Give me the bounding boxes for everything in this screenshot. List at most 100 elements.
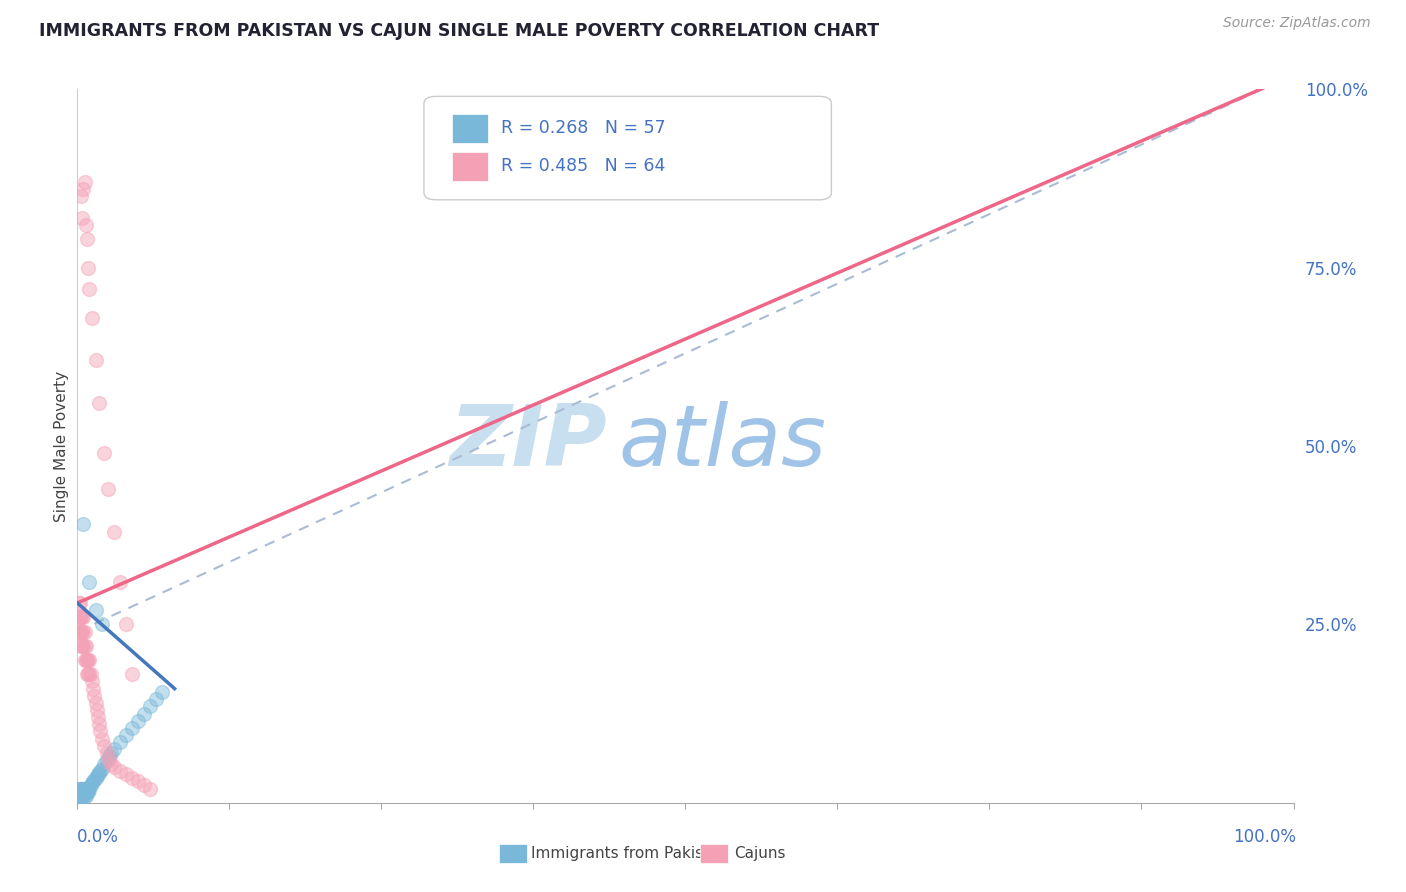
- Point: [73, 781, 96, 796]
- Point: [127, 714, 149, 728]
- Point: [80, 310, 103, 325]
- Point: [67, 785, 90, 799]
- Point: [72, 182, 94, 196]
- Point: [70, 189, 93, 203]
- Point: [80, 778, 103, 792]
- Point: [72, 781, 94, 796]
- Point: [108, 735, 131, 749]
- Point: [103, 524, 125, 539]
- Point: [70, 610, 93, 624]
- Point: [127, 774, 149, 789]
- Point: [89, 764, 111, 779]
- Point: [79, 780, 101, 794]
- Point: [134, 778, 156, 792]
- Text: Immigrants from Pakistan: Immigrants from Pakistan: [531, 847, 728, 861]
- Text: 100.0%: 100.0%: [1233, 828, 1296, 846]
- Point: [90, 617, 112, 632]
- Point: [139, 781, 162, 796]
- Point: [72, 785, 94, 799]
- Point: [72, 789, 94, 803]
- FancyBboxPatch shape: [425, 96, 831, 200]
- Point: [108, 764, 131, 778]
- Point: [90, 762, 112, 776]
- Point: [82, 681, 104, 696]
- Point: [97, 753, 120, 767]
- Point: [77, 653, 100, 667]
- Point: [75, 785, 97, 799]
- Point: [145, 692, 167, 706]
- Point: [67, 781, 90, 796]
- Point: [70, 792, 93, 806]
- Point: [70, 624, 93, 639]
- Bar: [451, 114, 488, 143]
- Point: [76, 667, 98, 681]
- Point: [70, 789, 93, 803]
- Point: [80, 667, 103, 681]
- Point: [69, 785, 91, 799]
- Point: [86, 703, 108, 717]
- Point: [77, 785, 100, 799]
- Point: [76, 653, 98, 667]
- Point: [80, 674, 103, 689]
- Point: [121, 721, 143, 735]
- Point: [108, 574, 131, 589]
- Point: [73, 175, 96, 189]
- Text: 0.0%: 0.0%: [77, 828, 120, 846]
- Text: ZIP: ZIP: [449, 401, 606, 484]
- Point: [75, 653, 97, 667]
- Point: [93, 739, 115, 753]
- Point: [83, 689, 105, 703]
- Point: [77, 260, 100, 275]
- Point: [90, 731, 112, 746]
- Point: [93, 446, 115, 460]
- Point: [73, 639, 96, 653]
- Point: [73, 624, 96, 639]
- Point: [75, 639, 97, 653]
- Point: [67, 624, 90, 639]
- Point: [72, 624, 94, 639]
- Point: [134, 706, 156, 721]
- Text: IMMIGRANTS FROM PAKISTAN VS CAJUN SINGLE MALE POVERTY CORRELATION CHART: IMMIGRANTS FROM PAKISTAN VS CAJUN SINGLE…: [39, 22, 880, 40]
- Point: [87, 767, 110, 781]
- Point: [70, 639, 93, 653]
- Point: [69, 610, 91, 624]
- Text: Source: ZipAtlas.com: Source: ZipAtlas.com: [1223, 16, 1371, 30]
- Point: [67, 610, 90, 624]
- Point: [73, 789, 96, 803]
- Point: [80, 776, 103, 790]
- Point: [69, 624, 91, 639]
- Point: [79, 783, 101, 797]
- Point: [70, 781, 93, 796]
- Text: R = 0.485   N = 64: R = 0.485 N = 64: [501, 157, 665, 175]
- Point: [76, 781, 98, 796]
- Point: [70, 610, 93, 624]
- Point: [82, 774, 104, 789]
- Point: [84, 603, 107, 617]
- Point: [77, 667, 100, 681]
- Point: [139, 699, 162, 714]
- Point: [84, 696, 107, 710]
- Point: [79, 653, 101, 667]
- Point: [96, 753, 118, 767]
- Text: R = 0.268   N = 57: R = 0.268 N = 57: [501, 119, 665, 136]
- Point: [86, 769, 108, 783]
- Point: [97, 482, 120, 496]
- Point: [67, 792, 90, 806]
- Point: [83, 772, 105, 787]
- Bar: [451, 152, 488, 180]
- Text: atlas: atlas: [619, 401, 827, 484]
- Point: [103, 742, 125, 756]
- Point: [69, 781, 91, 796]
- Point: [72, 639, 94, 653]
- Point: [89, 717, 111, 731]
- Point: [79, 667, 101, 681]
- Point: [89, 724, 111, 739]
- Point: [96, 746, 118, 760]
- Y-axis label: Single Male Poverty: Single Male Poverty: [53, 370, 69, 522]
- Point: [69, 792, 91, 806]
- Point: [70, 789, 93, 803]
- Point: [72, 517, 94, 532]
- Point: [70, 785, 93, 799]
- Point: [115, 617, 138, 632]
- Point: [84, 353, 107, 368]
